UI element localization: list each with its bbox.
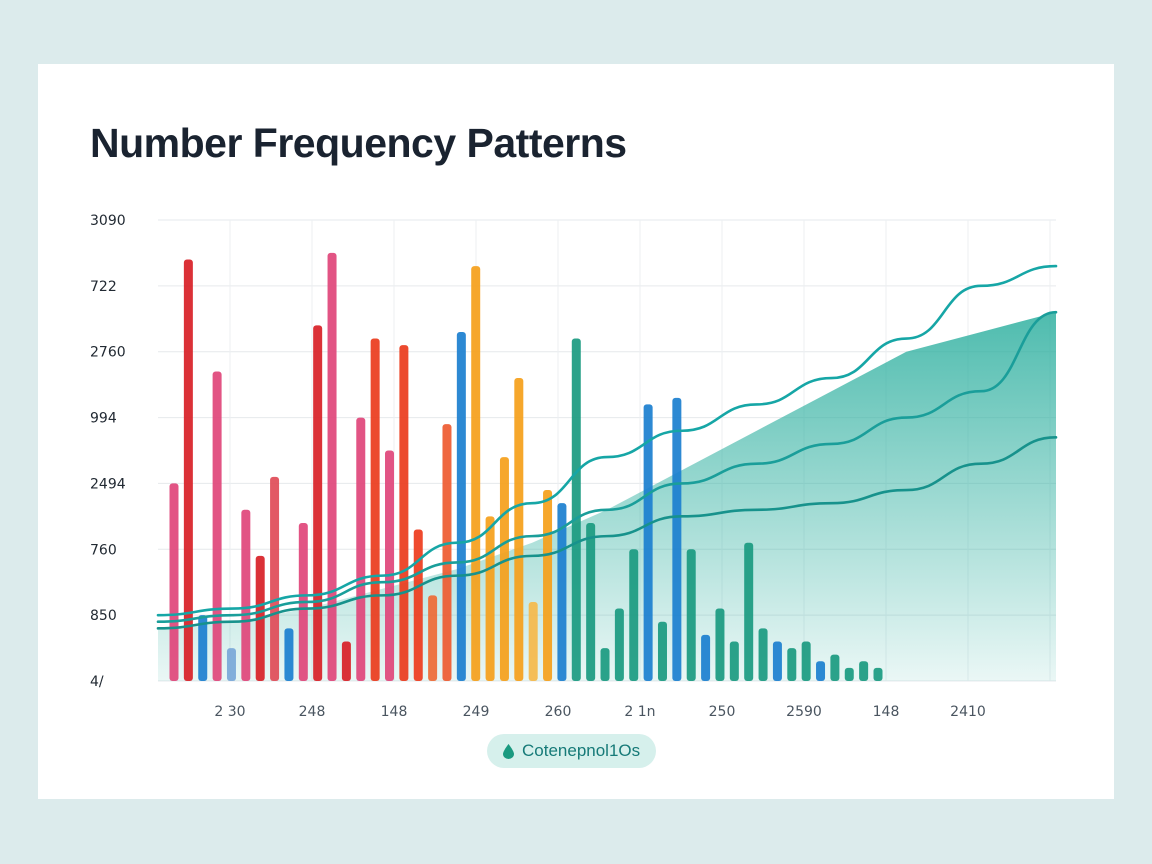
- bar: [370, 338, 380, 681]
- bar: [226, 648, 236, 681]
- bar: [385, 450, 395, 681]
- bar: [801, 641, 811, 681]
- x-tick-label: 2590: [786, 704, 822, 720]
- x-tick-label: 2410: [950, 704, 986, 720]
- bar: [241, 509, 251, 681]
- bar: [701, 634, 711, 681]
- y-tick-label: 2760: [90, 345, 126, 361]
- bar: [816, 661, 826, 681]
- bar: [313, 325, 323, 681]
- drop-icon: [503, 743, 514, 759]
- chart-card: Number Frequency Patterns 3090 722 2760 994…: [38, 64, 1114, 799]
- bar: [873, 667, 883, 681]
- x-tick-label: 260: [545, 704, 572, 720]
- bar: [600, 648, 610, 681]
- bar: [341, 641, 351, 681]
- area-series: [158, 312, 1056, 681]
- bar: [413, 529, 423, 681]
- y-tick-label: 3090: [90, 213, 126, 229]
- bar: [428, 595, 438, 681]
- line-series-path: [156, 436, 1058, 630]
- bar: [442, 424, 452, 681]
- bar: [686, 549, 696, 681]
- y-tick-label: 994: [90, 411, 117, 427]
- bar: [528, 601, 538, 681]
- y-tick-label: 722: [90, 279, 117, 295]
- bar: [270, 476, 280, 681]
- bar: [672, 397, 682, 681]
- bar: [758, 628, 768, 681]
- y-tick-label: 4/: [90, 674, 104, 690]
- line-series-path: [156, 264, 1058, 617]
- area-fill: [158, 312, 1056, 681]
- bar: [571, 338, 581, 681]
- x-axis-ticks: 2 30 248 148 249 260 2 1n 250 2590 148 2410: [214, 704, 985, 720]
- bar: [485, 516, 495, 681]
- bar: [356, 417, 366, 681]
- bar: [744, 542, 754, 681]
- bar: [787, 648, 797, 681]
- bar: [614, 608, 624, 681]
- legend-label: Cotenepnol1Os: [522, 741, 641, 760]
- y-tick-label: 760: [90, 542, 117, 558]
- bar: [183, 259, 193, 681]
- x-tick-label: 2 1n: [624, 704, 655, 720]
- bar: [772, 641, 782, 681]
- bar: [586, 522, 596, 681]
- bar: [514, 378, 524, 681]
- bar: [327, 252, 337, 681]
- bar: [212, 371, 222, 681]
- bar: [844, 667, 854, 681]
- line-series: [156, 264, 1058, 630]
- bar: [471, 266, 481, 681]
- bar: [169, 483, 179, 681]
- y-tick-label: 2494: [90, 476, 126, 492]
- x-tick-label: 148: [873, 704, 900, 720]
- x-tick-label: 249: [463, 704, 490, 720]
- bar: [729, 641, 739, 681]
- bar: [399, 345, 409, 681]
- bar: [284, 628, 294, 681]
- bar: [198, 615, 208, 681]
- bar: [657, 621, 667, 681]
- line-series-path: [156, 310, 1058, 624]
- x-tick-label: 148: [381, 704, 408, 720]
- y-axis-ticks: 3090 722 2760 994 2494 760 850 4/: [90, 213, 126, 690]
- legend-pill[interactable]: Cotenepnol1Os: [487, 734, 657, 768]
- y-tick-label: 850: [90, 608, 117, 624]
- chart-title: Number Frequency Patterns: [90, 120, 627, 166]
- bar: [715, 608, 725, 681]
- x-tick-label: 248: [299, 704, 326, 720]
- bar: [543, 490, 553, 681]
- bar: [456, 331, 466, 681]
- bar: [499, 457, 509, 681]
- frequency-chart: 3090 722 2760 994 2494 760 850 4/ 2 30 248 148 249…: [90, 213, 1058, 720]
- x-tick-label: 250: [709, 704, 736, 720]
- bar: [643, 404, 653, 681]
- bar: [629, 549, 639, 681]
- x-tick-label: 2 30: [214, 704, 245, 720]
- bar: [859, 661, 869, 681]
- bar: [830, 654, 840, 681]
